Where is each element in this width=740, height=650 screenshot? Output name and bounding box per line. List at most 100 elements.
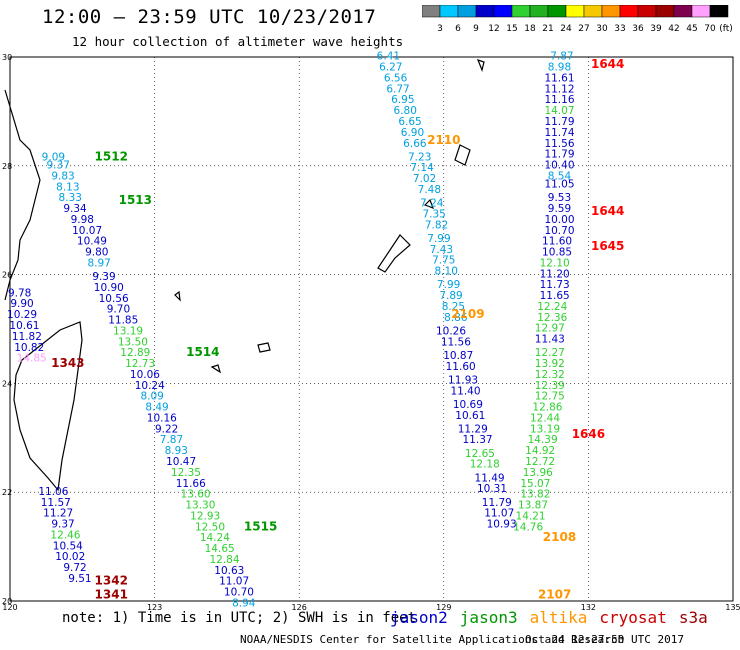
wave-height-label: 10.69: [453, 399, 483, 411]
legend-swatch: [547, 5, 567, 18]
wave-height-label: 7.99: [427, 233, 450, 245]
wave-height-label: 7.75: [432, 255, 455, 267]
wave-height-label: 10.00: [544, 214, 574, 226]
wave-height-label: 11.56: [544, 138, 574, 150]
wave-height-label: 12.84: [209, 554, 239, 566]
pass-time-label: 1515: [244, 519, 277, 533]
island-small-1: [257, 342, 271, 353]
wave-height-label: 9.51: [68, 573, 91, 585]
wave-height-label: 10.06: [130, 369, 160, 381]
wave-height-label: 12.24: [537, 301, 567, 313]
wave-height-label: 10.24: [135, 380, 165, 392]
legend-label: 12: [488, 24, 499, 34]
wave-height-label: 10.61: [9, 320, 39, 332]
wave-height-label: 11.79: [482, 497, 512, 509]
pass-time-label: 2108: [543, 530, 576, 544]
wave-height-label: 11.79: [544, 149, 574, 161]
wave-height-label: 8.09: [140, 391, 163, 403]
wave-height-label: 11.20: [540, 268, 570, 280]
wave-height-label: 11.79: [544, 116, 574, 128]
wave-height-label: 10.63: [214, 565, 244, 577]
wave-height-label: 13.82: [520, 489, 550, 501]
wave-height-label: 6.56: [384, 72, 408, 84]
wave-height-label: 10.70: [544, 225, 574, 237]
lat-lon-grid: [9, 56, 734, 602]
wave-height-label: 14.07: [544, 105, 574, 117]
wave-height-label: 9.37: [51, 519, 74, 531]
china-coastline: [4, 89, 41, 301]
legend-swatch: [673, 5, 693, 18]
wave-height-label: 6.65: [398, 116, 421, 128]
wave-height-label: 8.54: [548, 170, 572, 182]
wave-height-label: 11.05: [544, 179, 574, 191]
wave-height-label: 11.06: [38, 486, 68, 498]
wave-height-label: 9.80: [85, 247, 108, 259]
pass-time-label: 1646: [572, 427, 605, 441]
wave-height-label: 8.13: [56, 181, 79, 193]
wave-height-label: 12.86: [532, 402, 562, 414]
wave-height-label: 11.82: [12, 331, 42, 343]
wave-height-label: 14.85: [17, 353, 47, 365]
wave-height-label: 11.60: [446, 361, 476, 373]
satellite-name-s3a: s3a: [678, 608, 708, 627]
wave-height-label: 10.02: [55, 551, 85, 563]
wave-height-label: 8.86: [444, 312, 468, 324]
wave-height-label: 13.30: [185, 500, 215, 512]
pass-time-label: 1343: [51, 356, 84, 370]
taiwan-coastline: [13, 321, 83, 492]
satellite-name-jason3: jason3: [459, 608, 518, 627]
legend-label: 42: [668, 24, 679, 34]
wave-height-label: 11.40: [450, 385, 480, 397]
wave-height-label: 10.49: [77, 236, 107, 248]
wave-height-label: 13.19: [530, 423, 560, 435]
wave-height-label: 7.99: [437, 279, 460, 291]
wave-height-label: 9.34: [63, 203, 87, 215]
wave-height-label: 9.72: [63, 562, 86, 574]
wave-height-label: 11.29: [458, 423, 488, 435]
wave-height-label: 9.53: [548, 192, 571, 204]
wave-height-label: 13.96: [523, 467, 553, 479]
wave-height-label: 12.65: [465, 448, 495, 460]
wave-height-label: 13.92: [535, 358, 565, 370]
wave-height-label: 8.97: [87, 257, 110, 269]
wave-height-label: 6.95: [391, 94, 414, 106]
wave-height-label: 13.50: [118, 336, 148, 348]
wave-height-label: 11.56: [441, 336, 471, 348]
wave-height-label: 11.60: [542, 236, 572, 248]
wave-height-label: 9.83: [51, 170, 74, 182]
legend-swatch: [422, 5, 441, 18]
legend-label: 33: [614, 24, 625, 34]
legend-label: 24: [560, 24, 572, 34]
lat-tick-label: 22: [2, 488, 12, 497]
wave-height-label: 9.22: [155, 423, 178, 435]
pass-time-label: 2107: [538, 587, 571, 601]
wave-height-label: 11.43: [535, 334, 565, 346]
wave-height-label: 14.21: [516, 510, 546, 522]
lat-tick-label: 28: [2, 162, 12, 171]
island-small-5: [210, 364, 222, 374]
legend-label: 27: [578, 24, 589, 34]
wave-height-label: 9.98: [71, 214, 94, 226]
wave-height-label: 14.92: [525, 445, 555, 457]
legend-swatch: [565, 5, 585, 18]
wave-height-label: 10.87: [443, 350, 473, 362]
wave-height-label: 8.25: [442, 301, 465, 313]
island-small-2: [423, 198, 435, 210]
lat-tick-label: 30: [2, 53, 12, 62]
wave-height-label: 9.39: [92, 271, 115, 283]
island-small-3: [476, 59, 485, 72]
wave-height-label: 6.90: [401, 127, 424, 139]
wave-height-label: 6.66: [403, 138, 427, 150]
satellite-name-cryosat: cryosat: [599, 608, 667, 627]
wave-height-label: 10.07: [72, 225, 102, 237]
wave-height-label: 11.74: [544, 127, 574, 139]
wave-height-label: 11.37: [463, 434, 493, 446]
wave-height-label: 11.85: [108, 315, 138, 327]
page-title: 12:00 – 23:59 UTC 10/23/2017: [42, 6, 377, 28]
wave-height-label: 12.72: [525, 456, 555, 468]
pass-time-label: 1341: [95, 587, 128, 601]
wave-height-label: 13.19: [113, 325, 143, 337]
wave-height-label: 11.57: [41, 497, 71, 509]
wave-height-label: 7.48: [418, 184, 441, 196]
